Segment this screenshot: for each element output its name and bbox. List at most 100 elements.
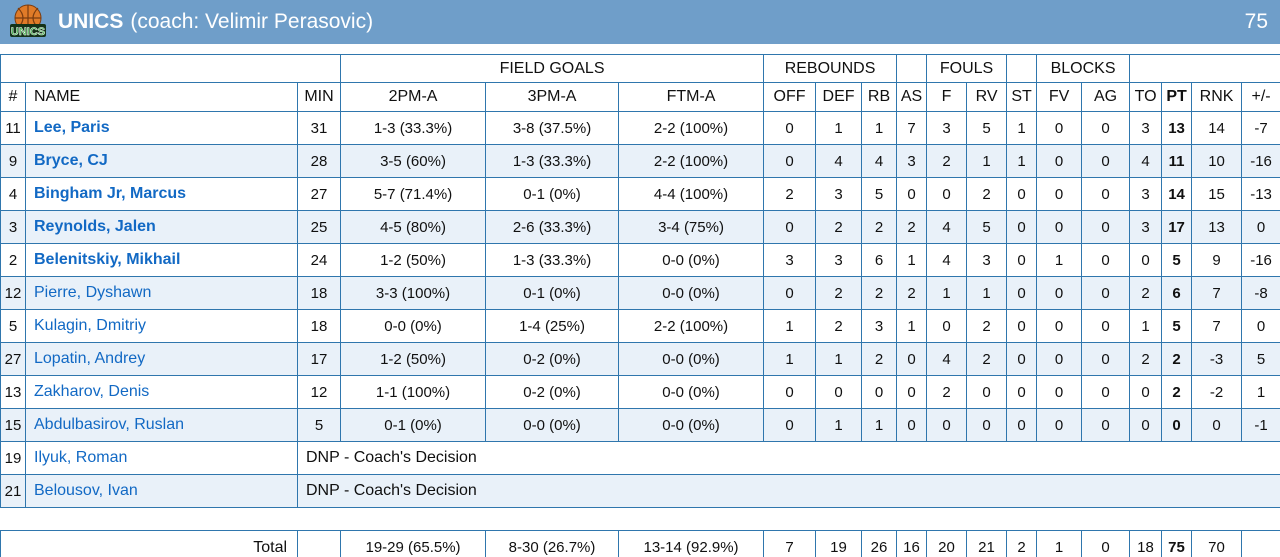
- stat-ag: 0: [1081, 111, 1131, 145]
- stat-rnk: 15: [1191, 177, 1243, 211]
- stat-fg3: 0-0 (0%): [485, 408, 620, 442]
- team-score: 75: [1244, 10, 1268, 33]
- column-header-off: OFF: [763, 82, 817, 112]
- stat-pm: 0: [1241, 309, 1280, 343]
- column-header-st: ST: [1006, 82, 1038, 112]
- player-name-link[interactable]: Kulagin, Dmitriy: [25, 309, 298, 343]
- stat-ag: 0: [1081, 276, 1131, 310]
- stat-as: 2: [896, 276, 928, 310]
- stat-f: 4: [926, 210, 968, 244]
- stat-ag: 0: [1081, 375, 1131, 409]
- stat-min: 18: [296, 276, 342, 310]
- player-name-link[interactable]: Belenitskiy, Mikhail: [25, 243, 298, 277]
- player-name-link[interactable]: Zakharov, Denis: [25, 375, 298, 409]
- stat-f: 2: [926, 375, 968, 409]
- player-name-link[interactable]: Bryce, CJ: [25, 144, 298, 178]
- player-row: 3 Reynolds, Jalen 25 4-5 (80%) 2-6 (33.3%) 3-…: [0, 210, 1280, 244]
- player-name-link[interactable]: Lee, Paris: [25, 111, 298, 145]
- stat-rv: 2: [966, 177, 1008, 211]
- group-header-blocks: BLOCKS: [1036, 54, 1131, 83]
- stat-rb: 1: [861, 111, 898, 145]
- player-name-link[interactable]: Belousov, Ivan: [25, 474, 298, 508]
- stat-pm: 5: [1241, 342, 1280, 376]
- stat-ft: 2-2 (100%): [618, 111, 765, 145]
- group-header-spacer: [1006, 54, 1038, 83]
- stat-rb: 2: [861, 210, 898, 244]
- stat-rnk: 13: [1191, 210, 1243, 244]
- stat-as: 1: [896, 243, 928, 277]
- stat-rb: 5: [861, 177, 898, 211]
- column-header-f: F: [926, 82, 968, 112]
- stat-rb: 4: [861, 144, 898, 178]
- player-name-link[interactable]: Ilyuk, Roman: [25, 441, 298, 475]
- player-name-link[interactable]: Pierre, Dyshawn: [25, 276, 298, 310]
- stat-f: 2: [926, 144, 968, 178]
- team-header-bar: UNICS UNICS (coach: Velimir Perasovic) 7…: [0, 0, 1280, 44]
- stat-ft: 0-0 (0%): [618, 243, 765, 277]
- total-stat-pt: 75: [1161, 530, 1193, 557]
- dnp-note: DNP - Coach's Decision: [296, 441, 1280, 475]
- stat-st: 0: [1006, 309, 1038, 343]
- stat-ag: 0: [1081, 210, 1131, 244]
- stat-as: 3: [896, 144, 928, 178]
- player-number: 27: [0, 342, 26, 376]
- stat-to: 0: [1129, 243, 1163, 277]
- stat-fv: 0: [1036, 111, 1083, 145]
- stat-rnk: -2: [1191, 375, 1243, 409]
- stat-min: 25: [296, 210, 342, 244]
- stat-def: 2: [815, 210, 863, 244]
- dnp-note: DNP - Coach's Decision: [296, 474, 1280, 508]
- stat-fg3: 1-3 (33.3%): [485, 144, 620, 178]
- stat-to: 4: [1129, 144, 1163, 178]
- stat-rnk: 7: [1191, 309, 1243, 343]
- stat-ag: 0: [1081, 342, 1131, 376]
- stat-fg3: 2-6 (33.3%): [485, 210, 620, 244]
- total-stat-f: 20: [926, 530, 968, 557]
- player-name-link[interactable]: Reynolds, Jalen: [25, 210, 298, 244]
- player-number: 15: [0, 408, 26, 442]
- stat-pm: 1: [1241, 375, 1280, 409]
- total-row: Total 19-29 (65.5%) 8-30 (26.7%) 13-14 (92.…: [0, 530, 1280, 557]
- stat-pt: 0: [1161, 408, 1193, 442]
- stat-min: 12: [296, 375, 342, 409]
- stat-ag: 0: [1081, 144, 1131, 178]
- stat-rnk: 10: [1191, 144, 1243, 178]
- total-stat-fv: 1: [1036, 530, 1083, 557]
- player-name-link[interactable]: Bingham Jr, Marcus: [25, 177, 298, 211]
- stat-rnk: 9: [1191, 243, 1243, 277]
- stat-rnk: -3: [1191, 342, 1243, 376]
- column-header-as: AS: [896, 82, 928, 112]
- player-name-link[interactable]: Abdulbasirov, Ruslan: [25, 408, 298, 442]
- stat-as: 7: [896, 111, 928, 145]
- team-name: UNICS: [58, 10, 124, 33]
- stat-fg2: 1-2 (50%): [340, 342, 487, 376]
- box-score-body: 11 Lee, Paris 31 1-3 (33.3%) 3-8 (37.5%) 2-2 …: [0, 111, 1280, 508]
- player-row: 4 Bingham Jr, Marcus 27 5-7 (71.4%) 0-1 (0%)…: [0, 177, 1280, 211]
- stat-rv: 0: [966, 375, 1008, 409]
- stat-ft: 0-0 (0%): [618, 276, 765, 310]
- player-number: 12: [0, 276, 26, 310]
- stat-rb: 1: [861, 408, 898, 442]
- stat-as: 0: [896, 408, 928, 442]
- stat-ft: 2-2 (100%): [618, 309, 765, 343]
- stat-fv: 0: [1036, 408, 1083, 442]
- column-header-row: # NAME MIN 2PM-A 3PM-A FTM-A OFF DEF RB AS F RV ST FV…: [0, 82, 1280, 112]
- stat-to: 1: [1129, 309, 1163, 343]
- stat-ft: 3-4 (75%): [618, 210, 765, 244]
- stat-as: 0: [896, 342, 928, 376]
- group-header-fouls: FOULS: [926, 54, 1008, 83]
- stat-ag: 0: [1081, 408, 1131, 442]
- stat-rb: 2: [861, 342, 898, 376]
- stat-rv: 2: [966, 342, 1008, 376]
- stat-rnk: 7: [1191, 276, 1243, 310]
- stat-rb: 0: [861, 375, 898, 409]
- total-stat-as: 16: [896, 530, 928, 557]
- stat-pm: -8: [1241, 276, 1280, 310]
- stat-st: 0: [1006, 243, 1038, 277]
- stat-fg2: 0-1 (0%): [340, 408, 487, 442]
- stat-fg2: 5-7 (71.4%): [340, 177, 487, 211]
- column-header-min: MIN: [296, 82, 342, 112]
- stat-off: 0: [763, 408, 817, 442]
- stat-f: 0: [926, 177, 968, 211]
- player-name-link[interactable]: Lopatin, Andrey: [25, 342, 298, 376]
